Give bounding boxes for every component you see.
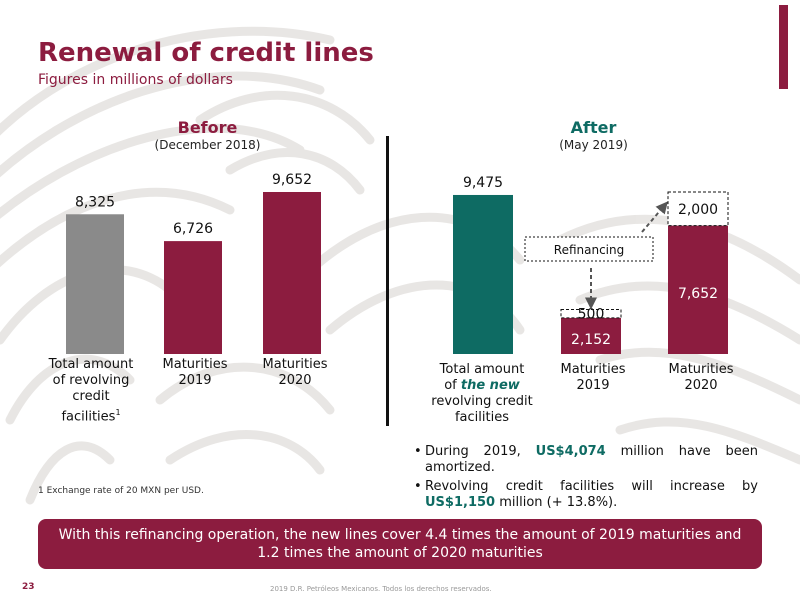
data-label-before-0: 8,325 [75, 194, 115, 210]
refinancing-label: Refinancing [554, 243, 624, 257]
category-label-before-2019: Maturities 2019 [162, 357, 228, 388]
bar-before-0 [66, 214, 124, 354]
data-label-after-0: 9,475 [463, 175, 503, 191]
footnote: 1 Exchange rate of 20 MXN per USD. [38, 486, 204, 496]
copyright-text: 2019 D.R. Petróleos Mexicanos. Todos los… [270, 585, 492, 593]
before-date: (December 2018) [154, 138, 261, 152]
conclusion-banner: With this refinancing operation, the new… [38, 519, 762, 569]
page-subtitle: Figures in millions of dollars [38, 72, 233, 88]
refinancing-box [524, 236, 654, 262]
data-label-after-2: 7,652 [678, 286, 718, 302]
data-label-after-added-2: 2,000 [678, 202, 718, 218]
bar-after-0 [453, 194, 513, 354]
bar-after-2 [668, 225, 728, 354]
category-label-before-total: Total amount of revolving credit facilit… [48, 357, 134, 425]
data-label-after-added-1: 500 [578, 307, 605, 323]
before-heading: Before [177, 118, 238, 137]
bullet-item: During 2019, US$4,074 million have been … [414, 444, 758, 476]
category-label-before-2020: Maturities 2020 [262, 357, 328, 388]
after-heading: After [570, 118, 617, 137]
page-number: 23 [22, 582, 35, 592]
accent-bar [779, 5, 788, 89]
bar-before-2 [263, 192, 321, 354]
category-label-after-2019: Maturities 2019 [560, 362, 626, 393]
bar-after-1 [561, 317, 621, 354]
data-label-before-2: 9,652 [272, 172, 312, 188]
bar-after-added-1 [560, 308, 622, 319]
after-date: (May 2019) [559, 138, 628, 152]
arrow-refinancing-2020 [641, 201, 668, 233]
bullet-item: Revolving credit facilities will increas… [414, 479, 758, 511]
bar-before-1 [164, 241, 222, 354]
data-label-after-1: 2,152 [571, 332, 611, 348]
bar-after-added-2 [667, 191, 729, 227]
category-label-after-2020: Maturities 2020 [668, 362, 734, 393]
summary-bullets: During 2019, US$4,074 million have been … [414, 444, 758, 514]
panel-divider [386, 136, 389, 426]
category-label-after-total: Total amount of the new revolving credit… [431, 362, 533, 425]
page-title: Renewal of credit lines [38, 38, 374, 68]
banner-text: With this refinancing operation, the new… [58, 527, 742, 561]
data-label-before-1: 6,726 [173, 221, 213, 237]
